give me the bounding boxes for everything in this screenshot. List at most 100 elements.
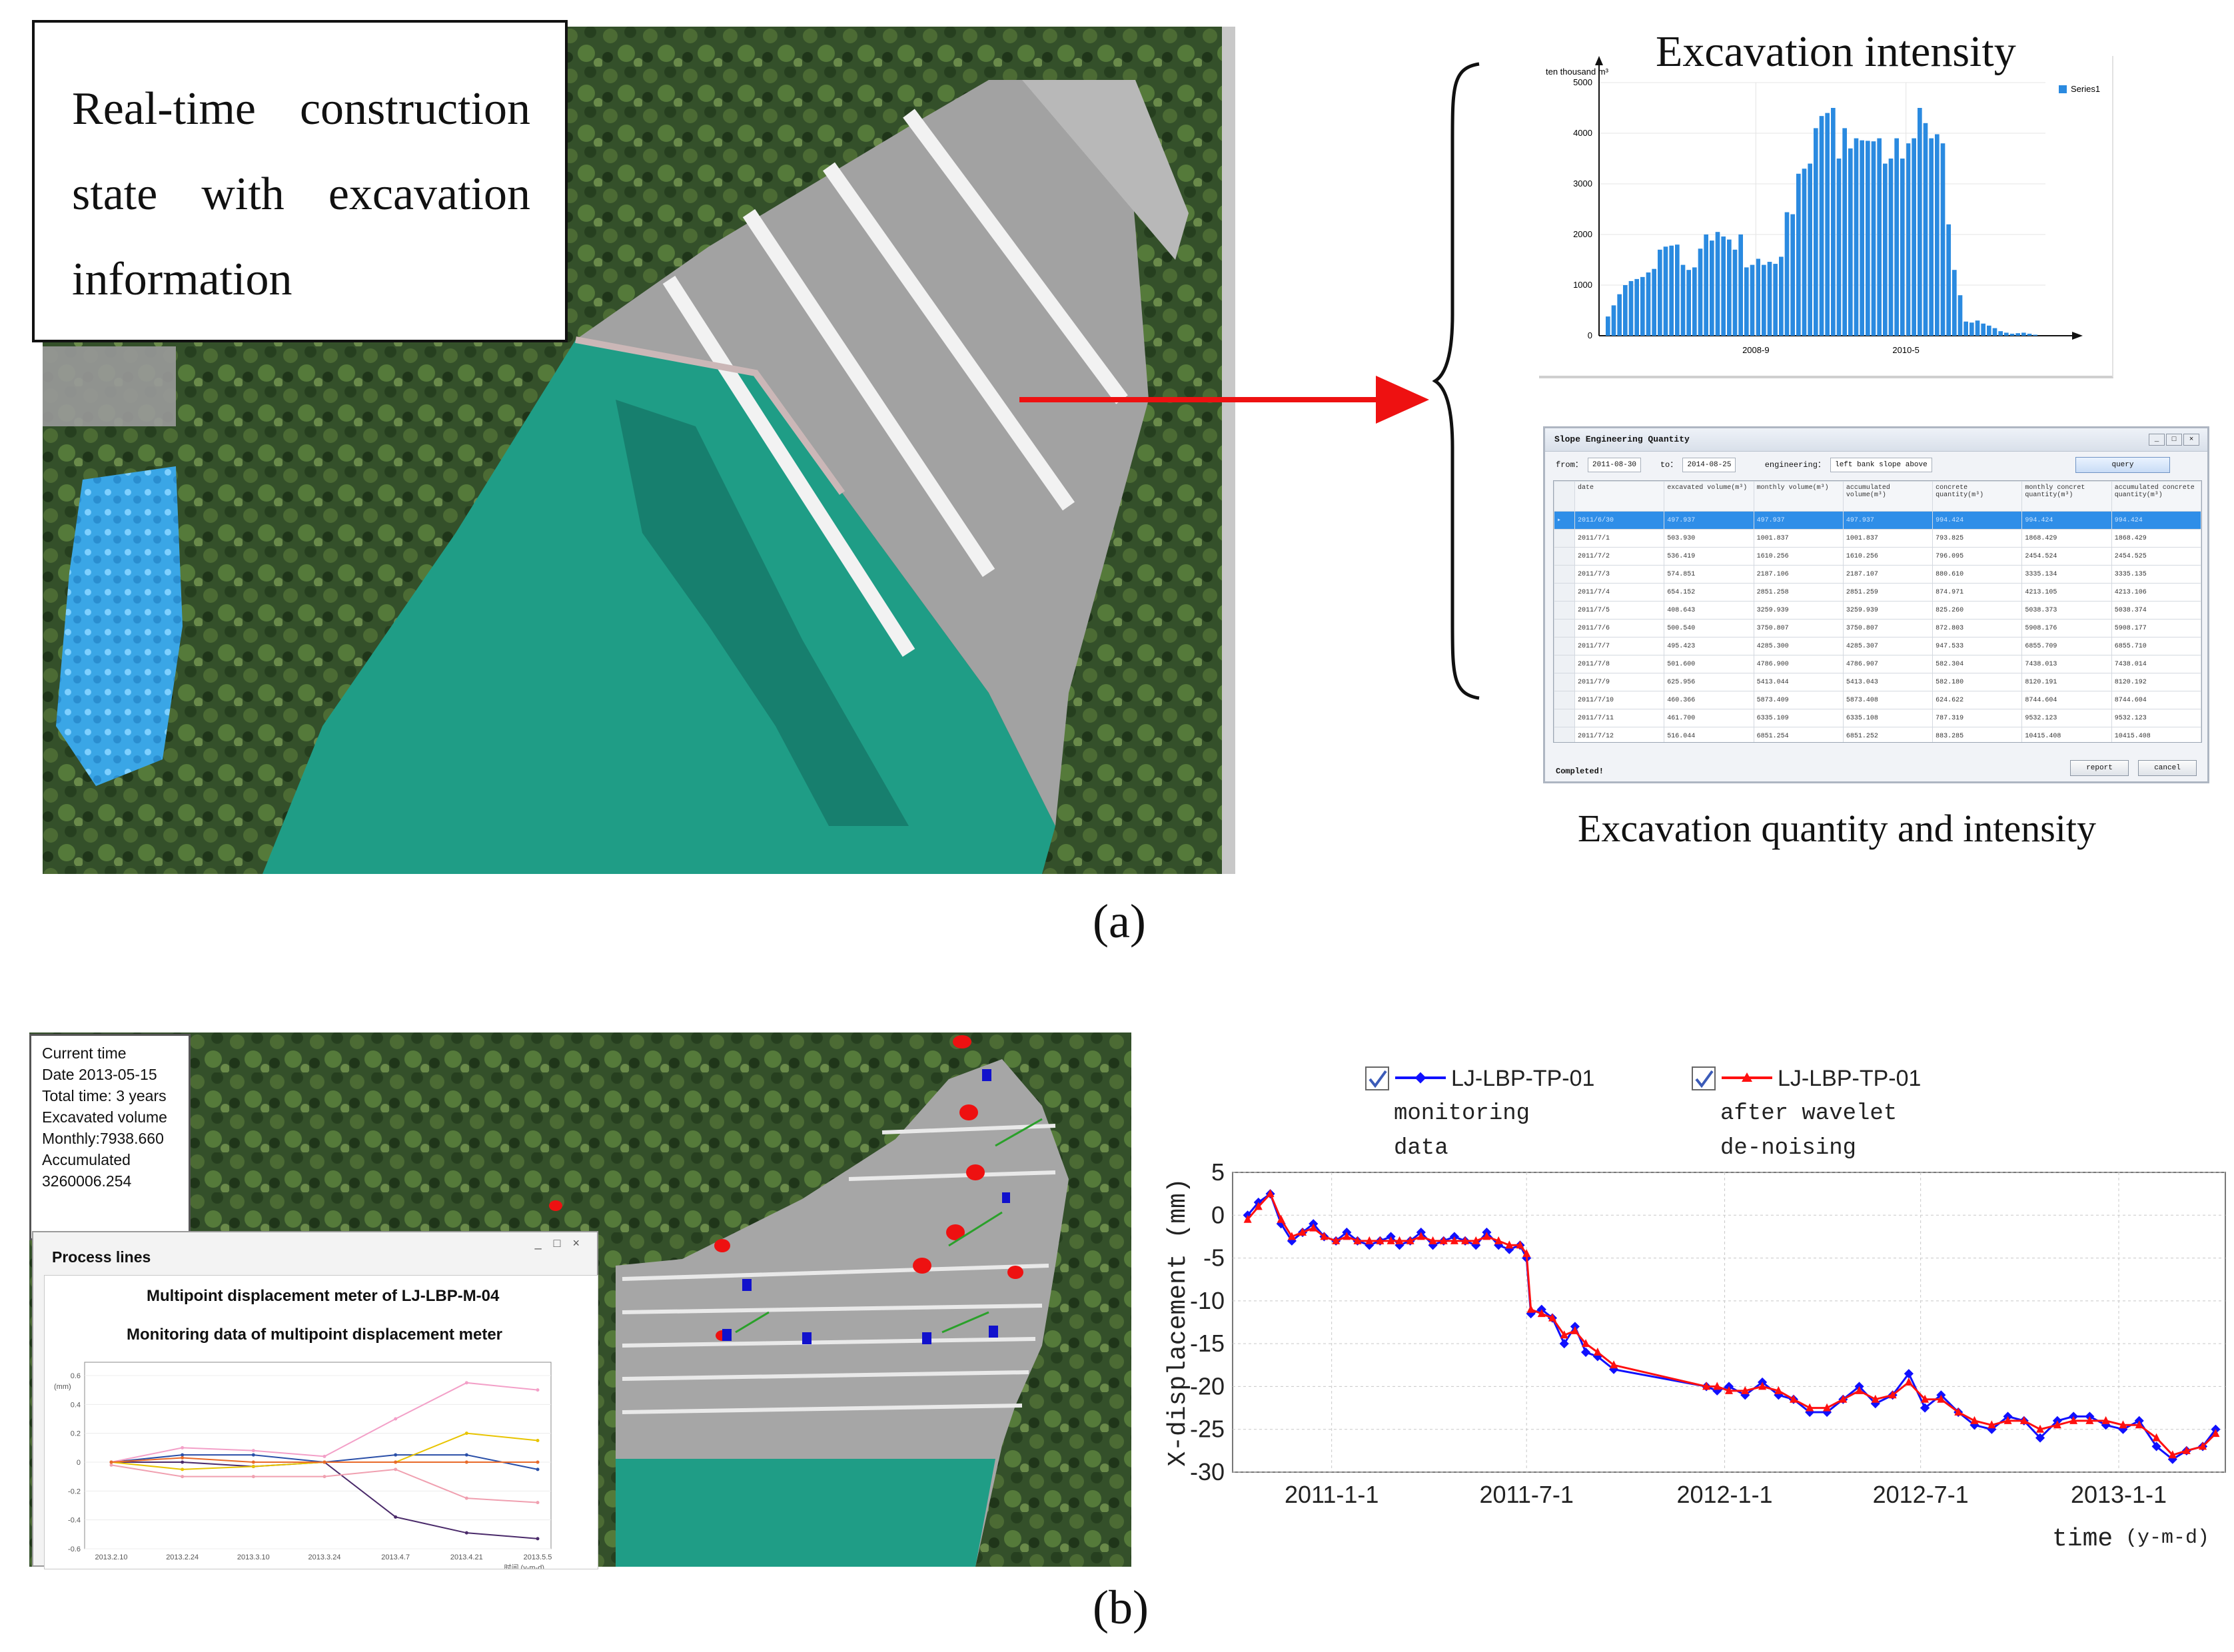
row-header[interactable]	[1554, 529, 1575, 548]
query-button[interactable]: query	[2075, 457, 2170, 473]
table-row[interactable]: 2011/7/8 501.600 4786.900 4786.907 582.304 74…	[1554, 655, 2201, 673]
y-tick-label: 3000	[1573, 179, 1592, 189]
row-header[interactable]	[1554, 637, 1575, 655]
row-header[interactable]	[1554, 619, 1575, 637]
table-cell: 9532.123	[2111, 709, 2201, 727]
x-tick-label: 2013.2.10	[95, 1553, 128, 1561]
process-series-point	[536, 1501, 540, 1505]
column-header[interactable]: accumulated volume(m³)	[1842, 481, 1934, 512]
process-lines-window[interactable]: Process lines _□× 0.6 0.4 0.2 0 -0.2 -0.4 -0.6…	[32, 1231, 598, 1572]
table-cell: 5873.408	[1842, 691, 1934, 709]
row-header[interactable]	[1554, 565, 1575, 584]
to-date-input[interactable]: 2014-08-25	[1682, 457, 1736, 472]
table-cell: 4213.106	[2111, 583, 2201, 602]
row-header[interactable]	[1554, 691, 1575, 709]
intensity-bar	[1750, 264, 1755, 336]
row-header[interactable]	[1554, 727, 1575, 742]
process-series-point	[536, 1460, 540, 1464]
table-row[interactable]: 2011/7/3 574.851 2187.106 2187.107 880.610 33…	[1554, 565, 2201, 584]
table-row[interactable]: 2011/7/6 500.540 3750.807 3750.807 872.803 59…	[1554, 619, 2201, 637]
process-series-point	[251, 1449, 255, 1453]
intensity-bar	[1952, 270, 1957, 336]
maximize-icon[interactable]: □	[2166, 434, 2182, 446]
table-row[interactable]: ▸ 2011/6/30 497.937 497.937 497.937 994.424 99…	[1554, 511, 2201, 530]
displacement-point-triangle	[1526, 1304, 1535, 1313]
row-header[interactable]	[1554, 547, 1575, 566]
quantity-table[interactable]: date excavated volume(m³) monthly volume(m…	[1553, 480, 2202, 743]
scene-3d-view-a[interactable]	[43, 27, 1235, 874]
x-tick-label: 2013.4.7	[381, 1553, 410, 1561]
column-header[interactable]: concrete quantity(m³)	[1932, 481, 2023, 512]
intensity-bar	[1957, 295, 1963, 336]
intensity-bar	[2004, 332, 2009, 336]
from-date-input[interactable]: 2011-08-30	[1588, 457, 1642, 472]
process-series-point	[536, 1439, 540, 1442]
table-cell: 3259.939	[1842, 601, 1934, 620]
table-cell: 460.366	[1664, 691, 1754, 709]
row-header-corner	[1554, 481, 1575, 512]
table-row[interactable]: 2011/7/1 503.930 1001.837 1001.837 793.825 18…	[1554, 529, 2201, 548]
table-row[interactable]: 2011/7/9 625.956 5413.044 5413.043 582.180 81…	[1554, 673, 2201, 691]
y-tick-label: 0	[1211, 1201, 1225, 1228]
process-series-point	[464, 1460, 468, 1464]
intensity-bar	[1998, 331, 2003, 336]
table-cell: 3750.807	[1753, 619, 1844, 637]
y-unit-label: ten thousand m³	[1546, 67, 1609, 77]
column-header[interactable]: date	[1574, 481, 1665, 512]
displacement-point-triangle	[1428, 1236, 1437, 1244]
slope-engineering-quantity-window[interactable]: Slope Engineering Quantity _ □ × from： 2…	[1543, 426, 2209, 783]
process-series-point	[464, 1432, 468, 1436]
column-header[interactable]: monthly concret quantity(m³)	[2021, 481, 2112, 512]
x-tick-label: 2010-5	[1892, 345, 1919, 355]
table-row[interactable]: 2011/7/10 460.366 5873.409 5873.408 624.622 8…	[1554, 691, 2201, 709]
table-cell: 2011/7/1	[1574, 529, 1665, 548]
process-chart-area: 0.6 0.4 0.2 0 -0.2 -0.4 -0.6 (mm) 2013.2.10 2013.…	[44, 1275, 598, 1572]
displacement-point-diamond	[1580, 1347, 1591, 1358]
window-titlebar[interactable]: Slope Engineering Quantity _ □ ×	[1545, 428, 2207, 452]
minimize-icon[interactable]: _	[2149, 434, 2165, 446]
table-row[interactable]: 2011/7/4 654.152 2851.258 2851.259 874.971 42…	[1554, 583, 2201, 602]
row-header[interactable]	[1554, 601, 1575, 620]
row-header[interactable]	[1554, 583, 1575, 602]
close-icon[interactable]: ×	[2183, 434, 2199, 446]
row-header[interactable]	[1554, 709, 1575, 727]
intensity-bar	[1963, 321, 1968, 336]
column-header[interactable]: accumulated concrete quantity(m³)	[2111, 481, 2201, 512]
column-header[interactable]: excavated volume(m³)	[1664, 481, 1754, 512]
table-row[interactable]: 2011/7/11 461.700 6335.109 6335.108 787.319 9…	[1554, 709, 2201, 727]
table-cell: 5038.373	[2021, 601, 2112, 620]
table-cell: 2011/7/2	[1574, 547, 1665, 566]
intensity-bar	[1871, 141, 1876, 336]
window-controls[interactable]: _□×	[534, 1236, 592, 1250]
x-axis-arrow	[2072, 332, 2083, 340]
intensity-bar	[1744, 267, 1749, 336]
displacement-point-triangle	[1702, 1382, 1711, 1390]
y-tick-label: 4000	[1573, 128, 1592, 138]
process-series-point	[251, 1460, 255, 1464]
engineering-select[interactable]: left bank slope above	[1830, 457, 1932, 472]
table-row[interactable]: 2011/7/5 408.643 3259.939 3259.939 825.260 50…	[1554, 601, 2201, 620]
table-row[interactable]: 2011/7/2 536.419 1610.256 1610.256 796.095 24…	[1554, 547, 2201, 566]
table-row[interactable]: 2011/7/7 495.423 4285.300 4285.307 947.533 68…	[1554, 637, 2201, 655]
row-header[interactable]: ▸	[1554, 511, 1575, 530]
caption-text: Real-time construction state with excava…	[72, 83, 530, 305]
report-button[interactable]: report	[2070, 760, 2129, 776]
column-header[interactable]: monthly volume(m³)	[1753, 481, 1844, 512]
process-series-point	[394, 1467, 398, 1471]
cancel-button[interactable]: cancel	[2138, 760, 2197, 776]
row-header[interactable]	[1554, 655, 1575, 673]
intensity-bar	[1623, 285, 1628, 336]
legend-label: Series1	[2071, 84, 2100, 94]
displacement-point-triangle	[1320, 1232, 1329, 1240]
row-header[interactable]	[1554, 673, 1575, 691]
panel-label-b: (b)	[1093, 1581, 1149, 1634]
table-row[interactable]: 2011/7/12 516.044 6851.254 6851.252 883.285 1…	[1554, 727, 2201, 742]
table-cell: 2011/7/7	[1574, 637, 1665, 655]
displacement-point-triangle	[1332, 1236, 1341, 1244]
displacement-point-triangle	[2069, 1416, 2078, 1424]
process-series-point	[464, 1381, 468, 1385]
intensity-bar	[1906, 143, 1911, 336]
process-series-point	[464, 1496, 468, 1500]
displacement-point-triangle	[1725, 1386, 1733, 1394]
y-tick-label: 1000	[1573, 280, 1592, 290]
